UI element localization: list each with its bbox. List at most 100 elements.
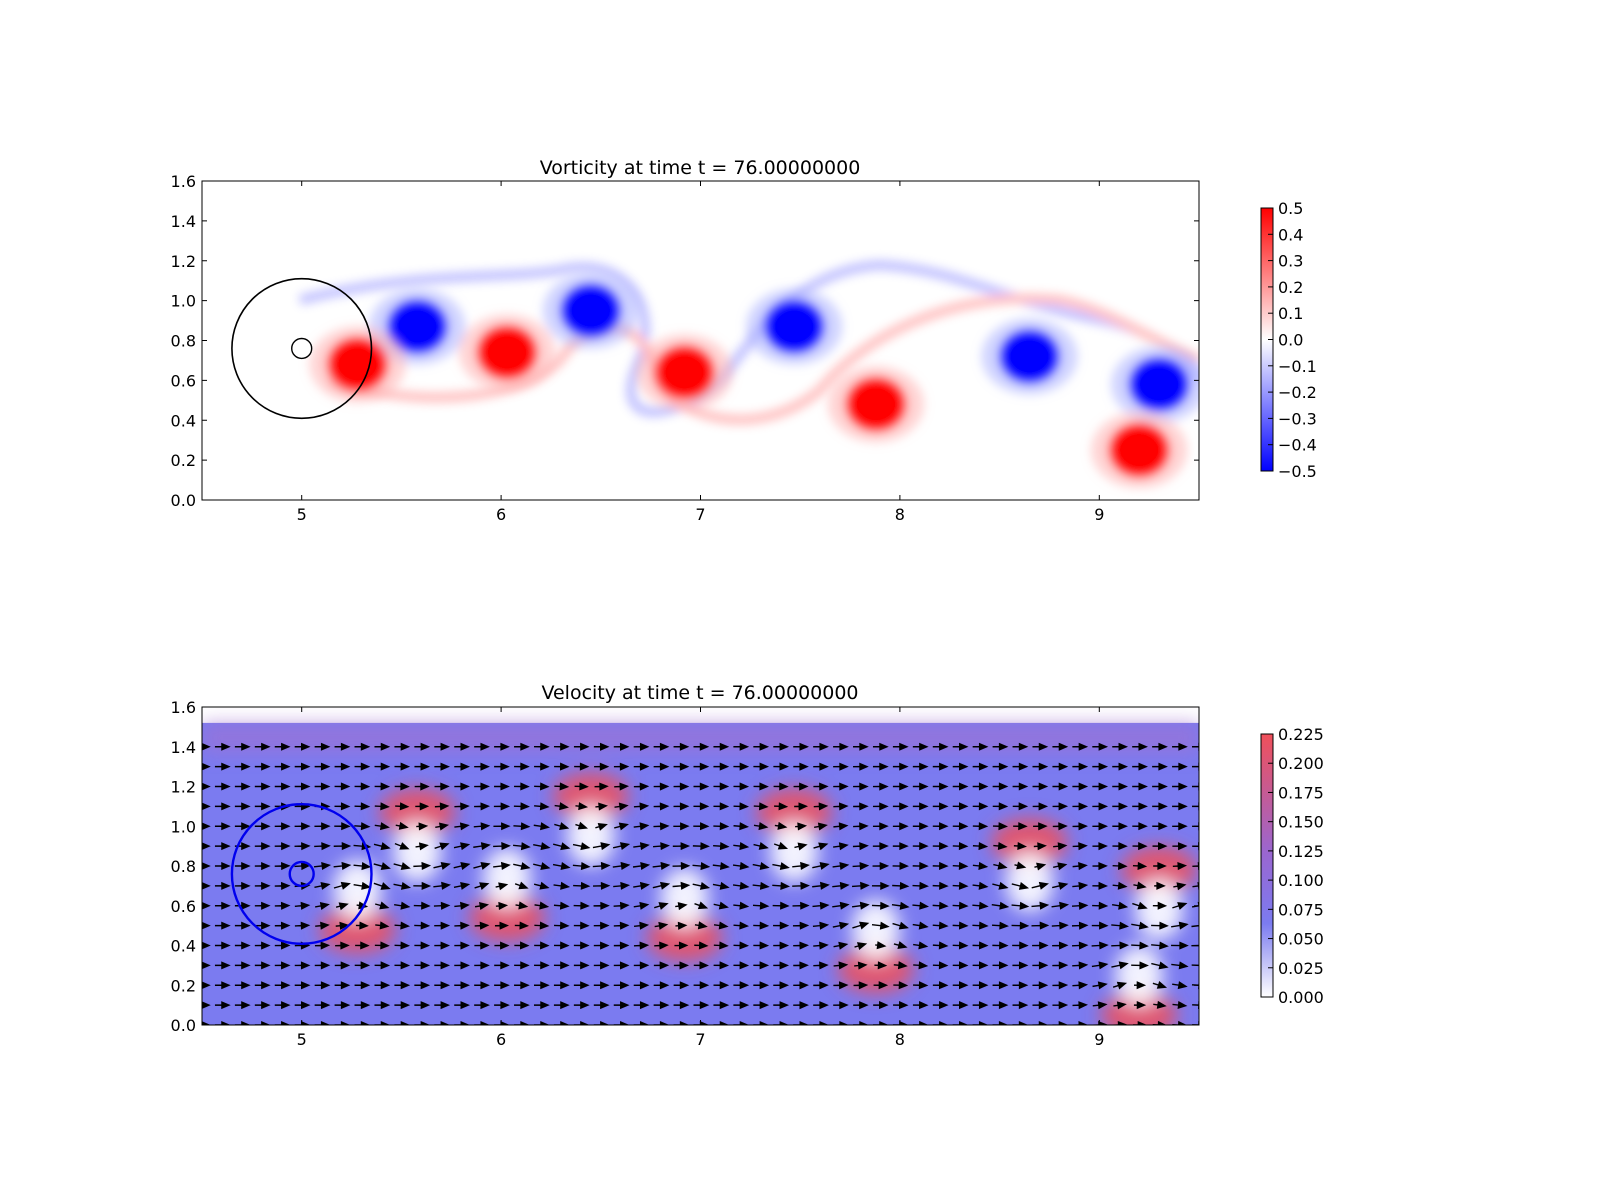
- quiver-arrow: [454, 762, 470, 771]
- quiver-arrow: [514, 921, 530, 930]
- quiver-arrow: [713, 762, 730, 771]
- quiver-arrow: [732, 881, 750, 890]
- quiver-arrow: [374, 981, 391, 990]
- quiver-arrow: [374, 941, 390, 950]
- quiver-arrow: [991, 921, 1009, 930]
- quiver-arrow: [793, 762, 809, 771]
- low-velocity-core: [483, 847, 532, 908]
- quiver-arrow: [853, 782, 869, 791]
- quiver-arrow: [474, 742, 490, 751]
- quiver-arrow: [593, 941, 610, 950]
- quiver-arrow: [972, 941, 989, 950]
- quiver-arrow: [893, 981, 909, 990]
- quiver-arrow: [553, 742, 570, 751]
- quiver-arrow: [833, 742, 849, 751]
- quiver-arrow: [394, 1020, 411, 1025]
- quiver-arrow: [274, 822, 291, 831]
- quiver-arrow: [1132, 782, 1148, 791]
- quiver-arrow: [214, 742, 231, 751]
- quiver-arrow: [1151, 941, 1169, 950]
- quiver-arrow: [1133, 1001, 1147, 1010]
- y-tick-label: 1.0: [171, 817, 196, 836]
- quiver-arrow: [613, 981, 630, 990]
- quiver-arrow: [414, 961, 431, 970]
- quiver-arrow: [972, 782, 989, 791]
- quiver-arrow: [633, 1001, 650, 1010]
- quiver-arrow: [1153, 1000, 1167, 1009]
- quiver-arrow: [673, 822, 690, 831]
- quiver-arrow: [873, 981, 889, 990]
- quiver-arrow: [832, 901, 850, 910]
- outer-domain-circle-velocity: [230, 802, 373, 945]
- quiver-arrow: [713, 802, 730, 811]
- quiver-arrow: [871, 901, 890, 910]
- quiver-arrow: [772, 881, 791, 890]
- quiver-arrow: [433, 881, 451, 890]
- quiver-arrow: [633, 921, 650, 930]
- vortex-layer: [309, 272, 1199, 489]
- quiver-arrow: [274, 941, 291, 950]
- quiver-arrow: [416, 822, 429, 831]
- quiver-arrow: [573, 1001, 590, 1010]
- quiver-arrow: [833, 941, 849, 950]
- quiver-arrow: [653, 1020, 670, 1025]
- quiver-arrow: [693, 782, 710, 791]
- quiver-arrow: [593, 1020, 610, 1025]
- quiver-arrow: [773, 1020, 790, 1025]
- quiver-arrow: [593, 901, 610, 910]
- quiver-arrow: [833, 782, 849, 791]
- quiver-arrow: [494, 762, 510, 771]
- positive-vortex: [845, 377, 906, 432]
- quiver-arrow: [394, 742, 411, 751]
- colorbar-tick-label: 0.225: [1278, 725, 1324, 744]
- quiver-arrow: [892, 842, 909, 851]
- quiver-arrow: [593, 1001, 610, 1010]
- quiver-arrow: [214, 961, 231, 970]
- quiver-arrow: [952, 941, 969, 950]
- quiver-arrow: [812, 901, 830, 910]
- quiver-arrow: [932, 941, 949, 950]
- quiver-arrow: [374, 802, 390, 811]
- low-velocity-core: [770, 822, 819, 883]
- quiver-arrow: [553, 881, 571, 890]
- high-velocity-region: [379, 788, 456, 837]
- quiver-arrow: [1072, 961, 1089, 970]
- quiver-arrow: [693, 1001, 710, 1010]
- quiver-arrow: [733, 742, 750, 751]
- quiver-arrow: [713, 901, 729, 910]
- quiver-arrow: [1013, 841, 1027, 851]
- colorbar-tick-label: 0.200: [1278, 754, 1324, 773]
- quiver-arrow: [214, 861, 231, 871]
- quiver-arrow: [952, 802, 969, 811]
- quiver-arrow: [1032, 941, 1049, 950]
- quiver-arrow: [234, 901, 251, 910]
- quiver-arrow: [992, 762, 1009, 771]
- quiver-arrow: [1112, 802, 1128, 811]
- quiver-arrow: [972, 742, 989, 751]
- quiver-arrow: [234, 822, 251, 831]
- quiver-arrow: [1092, 742, 1109, 751]
- quiver-arrow: [294, 822, 311, 831]
- quiver-arrow: [434, 961, 451, 970]
- quiver-arrow: [753, 782, 769, 791]
- quiver-arrow: [434, 802, 450, 811]
- quiver-arrow: [294, 981, 311, 990]
- negative-vortex: [387, 299, 448, 354]
- quiver-arrow: [993, 861, 1008, 870]
- vorticity-panel: Vorticity at time t = 76.00000000 5 6 7 8 9 0…: [171, 157, 1317, 524]
- colorbar-tick-label: 0.5: [1278, 199, 1303, 218]
- quiver-arrow: [633, 981, 650, 990]
- quiver-arrow: [913, 941, 929, 950]
- quiver-arrow: [912, 901, 929, 910]
- quiver-arrow: [434, 1001, 451, 1010]
- quiver-arrow: [1011, 901, 1030, 910]
- quiver-arrow: [414, 981, 431, 990]
- quiver-arrow: [454, 742, 470, 751]
- quiver-arrow: [713, 941, 729, 950]
- y-tick-label: 1.2: [171, 252, 196, 271]
- quiver-arrow: [773, 742, 790, 751]
- quiver-arrow: [1111, 921, 1129, 930]
- quiver-arrow: [573, 941, 590, 950]
- quiver-arrow: [1091, 941, 1109, 950]
- quiver-arrow: [1052, 881, 1069, 890]
